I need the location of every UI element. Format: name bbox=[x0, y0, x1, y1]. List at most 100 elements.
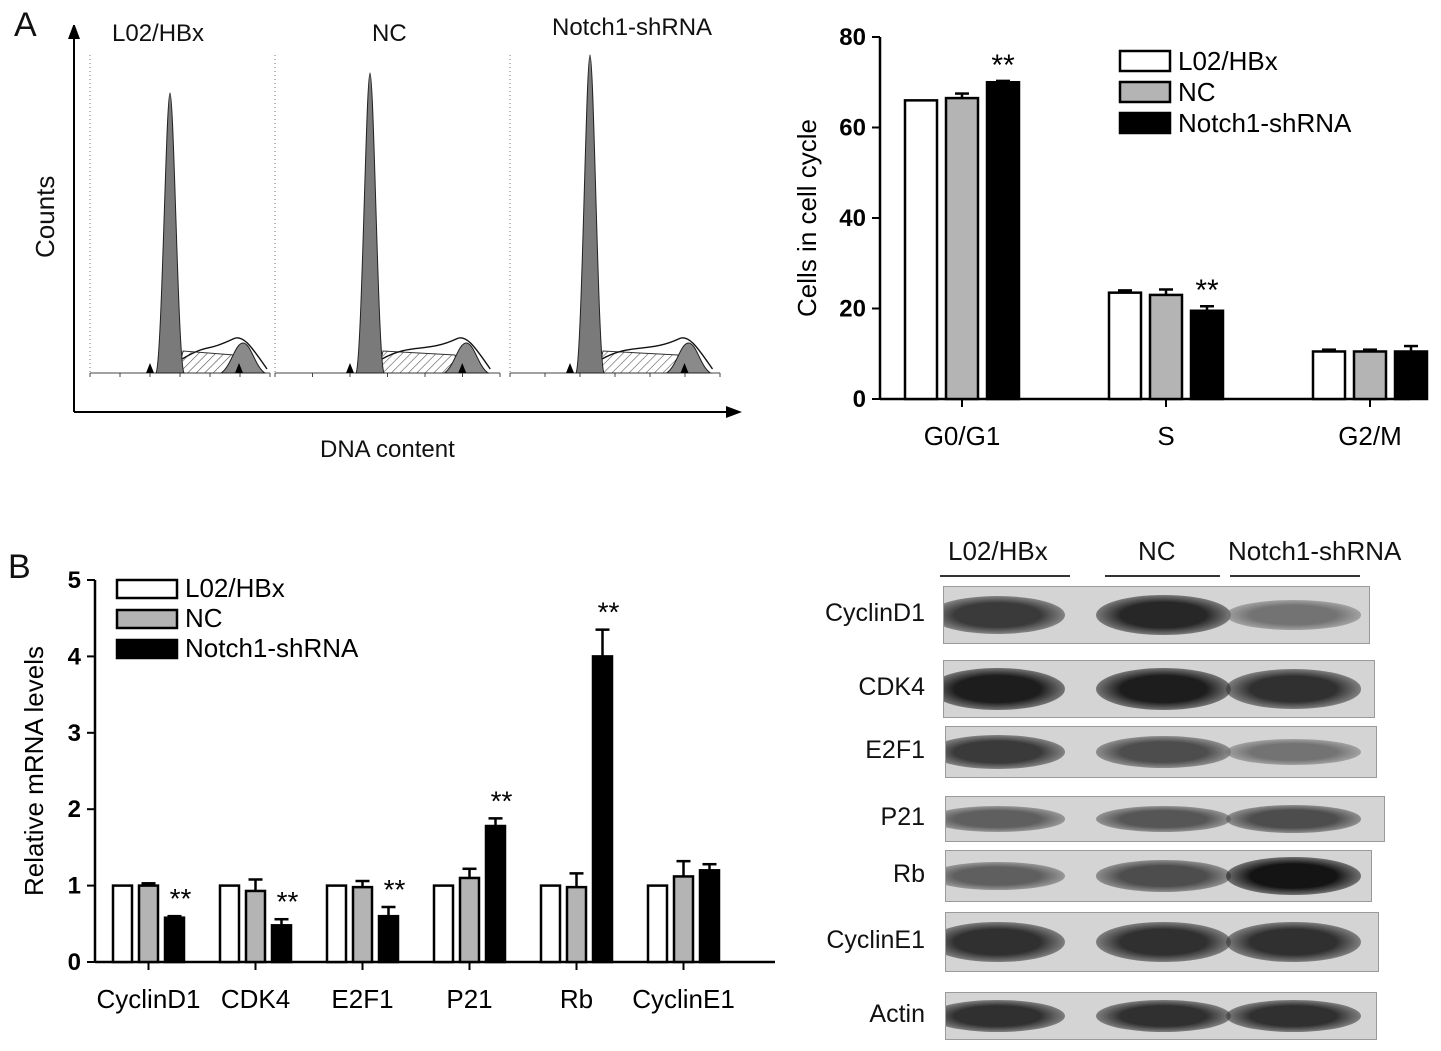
flow-gate-marker bbox=[566, 363, 574, 373]
legend-swatch-3 bbox=[1118, 111, 1172, 135]
blot-band bbox=[946, 806, 1065, 832]
bar-cycline1-series-2 bbox=[672, 875, 695, 964]
bar-e2f1-series-2 bbox=[351, 885, 374, 964]
x-tick-label: Rb bbox=[560, 984, 593, 1014]
flow-gate-marker bbox=[235, 363, 243, 373]
blot-strip-cdk4 bbox=[943, 660, 1375, 718]
cell-cycle-chart: 0 20 40 60 80 Cells in cell cycle G0/G1 S G2/M **… bbox=[792, 24, 1429, 451]
blot-band bbox=[1095, 921, 1231, 963]
bar-p21-series-3 bbox=[484, 824, 507, 964]
blot-lane-underline bbox=[940, 575, 1070, 577]
bar-cdk4-series-3 bbox=[270, 924, 293, 964]
flow-fit-envelope bbox=[601, 337, 714, 370]
blot-band bbox=[1225, 669, 1361, 709]
blot-band bbox=[1225, 856, 1361, 896]
legend-label-1: L02/HBx bbox=[185, 573, 285, 603]
bar-s-series-2 bbox=[1148, 293, 1184, 401]
y-tick-label: 2 bbox=[68, 796, 81, 823]
y-tick-label: 1 bbox=[68, 873, 81, 900]
bar-g2m-series-2 bbox=[1352, 350, 1388, 401]
bar-cyclind1-series-3 bbox=[163, 916, 186, 964]
flow-g2-peak bbox=[442, 342, 491, 374]
flow-group-label-1: L02/HBx bbox=[112, 20, 205, 47]
bar-cycline1-series-3 bbox=[698, 869, 721, 964]
blot-band bbox=[1095, 805, 1231, 833]
blot-band bbox=[944, 596, 1065, 634]
bar-g0g1-series-2 bbox=[944, 96, 980, 401]
flow-histogram-1 bbox=[89, 55, 271, 377]
blot-strip-cycline1 bbox=[945, 912, 1379, 972]
significance-marker: ** bbox=[1195, 274, 1219, 307]
blot-lane-label-2: NC bbox=[1138, 536, 1176, 566]
x-tick-label: CDK4 bbox=[221, 984, 290, 1014]
legend-swatch-3 bbox=[115, 638, 179, 660]
blot-row-label: E2F1 bbox=[865, 736, 925, 764]
blot-strip-cyclind1 bbox=[943, 586, 1370, 644]
significance-marker: ** bbox=[991, 49, 1015, 82]
blot-band bbox=[1225, 921, 1361, 963]
flow-gate-marker bbox=[346, 363, 354, 373]
blot-lane-label-1: L02/HBx bbox=[948, 536, 1048, 566]
blot-band bbox=[1225, 600, 1361, 630]
flow-g1-peak bbox=[355, 72, 385, 374]
blot-band bbox=[1095, 668, 1231, 710]
panel-letter-a: A bbox=[14, 6, 37, 44]
legend-label-3: Notch1-shRNA bbox=[185, 633, 359, 663]
blot-row-label: Actin bbox=[869, 1000, 925, 1028]
flow-group-label-3: Notch1-shRNA bbox=[552, 14, 713, 41]
flow-gate-marker bbox=[458, 363, 467, 373]
mrna-levels-chart: 0 1 2 3 4 5 Relative mRNA levels CyclinD1 CDK4 E2… bbox=[19, 567, 775, 1014]
blot-band bbox=[1095, 594, 1231, 636]
blot-strip-p21 bbox=[945, 796, 1385, 842]
y-tick-label: 60 bbox=[839, 115, 866, 142]
flow-group-label-2: NC bbox=[372, 20, 407, 47]
flow-gate-marker bbox=[680, 363, 689, 373]
y-tick-label: 0 bbox=[68, 949, 81, 976]
blot-strip-rb bbox=[945, 850, 1372, 902]
legend-swatch-2 bbox=[1118, 80, 1172, 104]
blot-band bbox=[1095, 736, 1231, 768]
flow-y-axis-label: Counts bbox=[30, 175, 60, 258]
legend-swatch-1 bbox=[1118, 49, 1172, 73]
y-axis-label: Relative mRNA levels bbox=[19, 646, 49, 896]
blot-band bbox=[946, 999, 1065, 1033]
significance-marker: ** bbox=[491, 785, 513, 816]
blot-lane-underline bbox=[1230, 575, 1360, 577]
blot-row-label: P21 bbox=[880, 803, 925, 831]
bar-g2m-series-1 bbox=[1311, 350, 1347, 401]
x-tick-label: CyclinD1 bbox=[96, 984, 200, 1014]
bar-cycline1-series-1 bbox=[646, 884, 669, 964]
y-tick-label: 40 bbox=[839, 205, 866, 232]
y-tick-label: 80 bbox=[839, 24, 866, 51]
legend-swatch-1 bbox=[115, 578, 179, 600]
bar-g2m-series-3 bbox=[1393, 350, 1429, 401]
bar-cyclind1-series-2 bbox=[137, 884, 160, 964]
flow-gate-marker bbox=[146, 363, 154, 373]
flow-histograms bbox=[68, 25, 742, 418]
significance-marker: ** bbox=[384, 874, 406, 905]
blot-row-label: CyclinD1 bbox=[824, 599, 925, 627]
flow-x-axis-arrow bbox=[726, 406, 742, 418]
legend-label-3: Notch1-shRNA bbox=[1178, 108, 1352, 138]
legend-swatch-2 bbox=[115, 608, 179, 630]
blot-strip-e2f1 bbox=[945, 726, 1377, 778]
blot-band bbox=[946, 861, 1065, 891]
blot-band bbox=[1095, 860, 1231, 892]
western-blot: L02/HBx NC Notch1-shRNA CyclinD1 CDK4 E2F1 P2… bbox=[800, 530, 1440, 1050]
bar-rb-series-3 bbox=[591, 655, 614, 964]
blot-row-label: CyclinE1 bbox=[826, 926, 925, 954]
blot-band bbox=[944, 668, 1065, 710]
blot-row-label: CDK4 bbox=[858, 673, 925, 701]
y-tick-label: 4 bbox=[68, 643, 82, 670]
blot-lane-label-3: Notch1-shRNA bbox=[1228, 536, 1402, 566]
y-tick-label: 3 bbox=[68, 720, 81, 747]
flow-histogram-2 bbox=[274, 55, 501, 377]
flow-g1-peak bbox=[155, 92, 185, 374]
blot-row-label: Rb bbox=[893, 860, 925, 888]
y-tick-label: 0 bbox=[853, 386, 866, 413]
legend-label-2: NC bbox=[1178, 77, 1216, 107]
flow-g2-peak bbox=[664, 342, 713, 374]
blot-band bbox=[1225, 999, 1361, 1033]
bar-cdk4-series-2 bbox=[244, 889, 267, 964]
bar-p21-series-1 bbox=[432, 884, 455, 964]
